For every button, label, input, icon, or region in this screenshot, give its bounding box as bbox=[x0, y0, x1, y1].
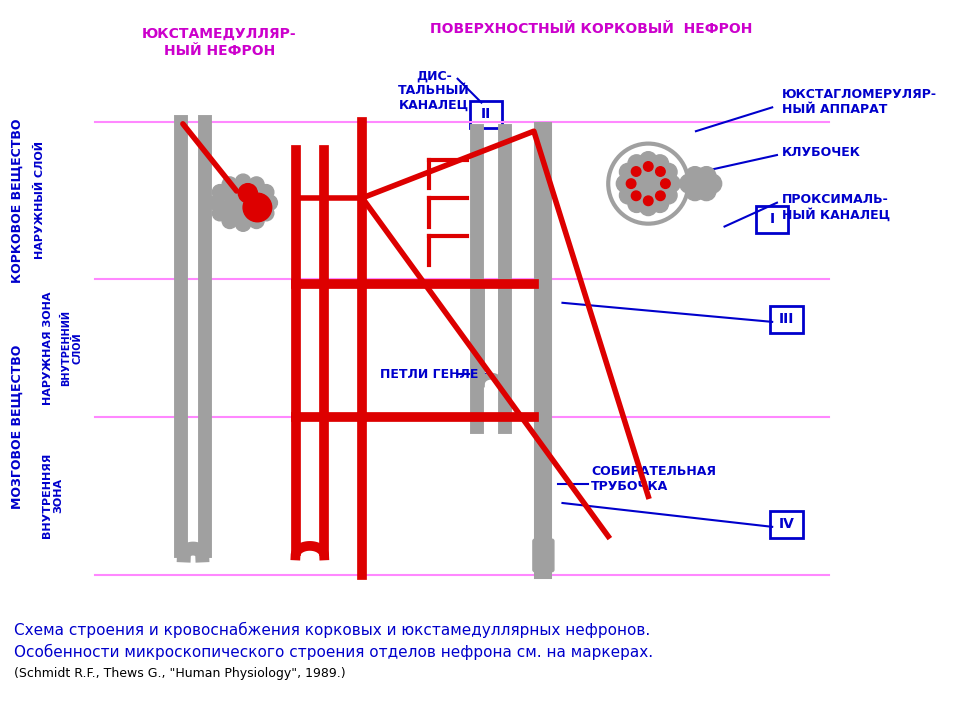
Circle shape bbox=[249, 177, 264, 192]
Circle shape bbox=[632, 167, 641, 176]
Circle shape bbox=[643, 196, 653, 206]
Text: ВНУТРЕННИЙ
СЛОЙ: ВНУТРЕННИЙ СЛОЙ bbox=[60, 310, 83, 386]
FancyBboxPatch shape bbox=[533, 539, 554, 572]
Text: МОЗГОВОЕ ВЕЩЕСТВО: МОЗГОВОЕ ВЕЩЕСТВО bbox=[11, 345, 24, 509]
Circle shape bbox=[628, 195, 645, 212]
Circle shape bbox=[619, 163, 636, 181]
Circle shape bbox=[652, 195, 668, 212]
Text: (Schmidt R.F., Thews G., "Human Physiology", 1989.): (Schmidt R.F., Thews G., "Human Physiolo… bbox=[14, 667, 346, 680]
Circle shape bbox=[660, 186, 677, 204]
Text: КОРКОВОЕ ВЕЩЕСТВО: КОРКОВОЕ ВЕЩЕСТВО bbox=[11, 118, 24, 282]
FancyBboxPatch shape bbox=[770, 510, 803, 539]
Circle shape bbox=[685, 181, 705, 201]
Text: ВНУТРЕННЯЯ
ЗОНА: ВНУТРЕННЯЯ ЗОНА bbox=[41, 453, 63, 539]
Circle shape bbox=[224, 184, 262, 222]
Circle shape bbox=[660, 179, 670, 189]
Text: I: I bbox=[770, 212, 775, 226]
Text: ПЕТЛИ ГЕНЛЕ: ПЕТЛИ ГЕНЛЕ bbox=[380, 368, 478, 381]
Circle shape bbox=[619, 186, 636, 204]
Circle shape bbox=[652, 155, 668, 172]
Text: ПРОКСИМАЛЬ-
НЫЙ КАНАЛЕЦ: ПРОКСИМАЛЬ- НЫЙ КАНАЛЕЦ bbox=[781, 193, 890, 222]
FancyBboxPatch shape bbox=[470, 101, 502, 128]
Circle shape bbox=[624, 160, 672, 207]
Text: Особенности микроскопического строения отделов нефрона см. на маркерах.: Особенности микроскопического строения о… bbox=[14, 644, 654, 660]
Circle shape bbox=[643, 162, 653, 171]
Circle shape bbox=[680, 174, 699, 193]
Circle shape bbox=[208, 195, 224, 210]
Circle shape bbox=[632, 191, 641, 201]
Circle shape bbox=[249, 213, 264, 228]
Circle shape bbox=[238, 184, 257, 203]
Circle shape bbox=[626, 179, 636, 189]
Circle shape bbox=[243, 193, 272, 222]
Text: IV: IV bbox=[779, 517, 795, 531]
Text: СОБИРАТЕЛЬНАЯ
ТРУБОЧКА: СОБИРАТЕЛЬНАЯ ТРУБОЧКА bbox=[591, 465, 716, 493]
Circle shape bbox=[212, 206, 228, 221]
Text: НАРУЖНАЯ ЗОНА: НАРУЖНАЯ ЗОНА bbox=[42, 292, 53, 405]
Text: ПОВЕРХНОСТНЫЙ КОРКОВЫЙ  НЕФРОН: ПОВЕРХНОСТНЫЙ КОРКОВЫЙ НЕФРОН bbox=[430, 22, 753, 35]
Circle shape bbox=[235, 216, 251, 231]
Circle shape bbox=[222, 213, 237, 228]
Circle shape bbox=[616, 175, 634, 192]
Circle shape bbox=[660, 163, 677, 181]
Circle shape bbox=[639, 152, 657, 169]
Text: ЮКСТАМЕДУЛЛЯР-
НЫЙ НЕФРОН: ЮКСТАМЕДУЛЛЯР- НЫЙ НЕФРОН bbox=[142, 27, 297, 58]
Circle shape bbox=[697, 181, 716, 201]
Circle shape bbox=[222, 177, 237, 192]
Circle shape bbox=[235, 174, 251, 189]
Circle shape bbox=[258, 184, 274, 200]
FancyBboxPatch shape bbox=[756, 206, 788, 233]
Text: НАРУЖНЫЙ СЛОЙ: НАРУЖНЫЙ СЛОЙ bbox=[35, 141, 45, 259]
Circle shape bbox=[258, 206, 274, 221]
Text: III: III bbox=[779, 312, 794, 326]
Circle shape bbox=[628, 155, 645, 172]
Circle shape bbox=[663, 175, 681, 192]
Circle shape bbox=[697, 166, 716, 186]
Circle shape bbox=[703, 174, 722, 193]
Circle shape bbox=[212, 184, 228, 200]
Circle shape bbox=[656, 167, 665, 176]
Circle shape bbox=[262, 195, 277, 210]
Text: КЛУБОЧЕК: КЛУБОЧЕК bbox=[781, 145, 860, 158]
FancyBboxPatch shape bbox=[770, 306, 803, 333]
Text: ДИС-
ТАЛЬНЫЙ
КАНАЛЕЦ: ДИС- ТАЛЬНЫЙ КАНАЛЕЦ bbox=[397, 69, 469, 112]
Circle shape bbox=[656, 191, 665, 201]
Text: ЮКСТАГЛОМЕРУЛЯР-
НЫЙ АППАРАТ: ЮКСТАГЛОМЕРУЛЯР- НЫЙ АППАРАТ bbox=[781, 89, 937, 117]
Circle shape bbox=[685, 166, 705, 186]
Circle shape bbox=[639, 199, 657, 215]
Text: II: II bbox=[481, 107, 492, 121]
Text: Схема строения и кровоснабжения корковых и юкстамедуллярных нефронов.: Схема строения и кровоснабжения корковых… bbox=[14, 622, 651, 639]
